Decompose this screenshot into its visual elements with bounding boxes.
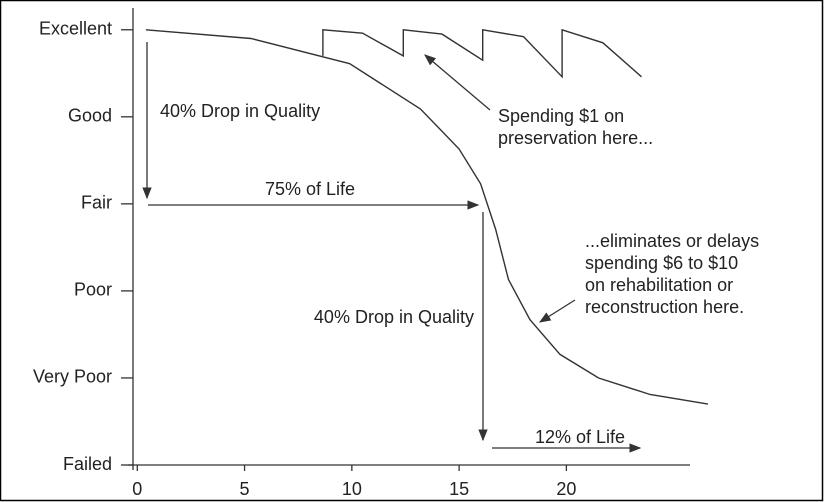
annotation: preservation here... bbox=[498, 128, 653, 148]
x-tick-label: 0 bbox=[132, 479, 142, 499]
y-tick-label: Fair bbox=[81, 193, 112, 213]
x-tick-label: 10 bbox=[342, 479, 362, 499]
annotation: 12% of Life bbox=[535, 427, 625, 447]
arrows bbox=[142, 42, 642, 453]
annotation: 75% of Life bbox=[265, 179, 355, 199]
y-tick-label: Very Poor bbox=[33, 367, 112, 387]
y-tick-label: Poor bbox=[74, 280, 112, 300]
x-tick-label: 15 bbox=[449, 479, 469, 499]
y-tick-label: Failed bbox=[63, 454, 112, 474]
curve bbox=[322, 28, 642, 79]
curve bbox=[145, 29, 709, 405]
annotation: 40% Drop in Quality bbox=[160, 101, 320, 121]
x-tick-label: 5 bbox=[240, 479, 250, 499]
annotation: 40% Drop in Quality bbox=[314, 307, 474, 327]
annotation: ...eliminates or delays bbox=[585, 231, 759, 251]
x-tick-label: 20 bbox=[556, 479, 576, 499]
annotation: Spending $1 on bbox=[498, 106, 624, 126]
annotation: spending $6 to $10 bbox=[585, 253, 738, 273]
y-tick-label: Excellent bbox=[39, 19, 112, 39]
annotation: reconstruction here. bbox=[585, 297, 744, 317]
annotation: on rehabilitation or bbox=[585, 275, 733, 295]
y-tick-label: Good bbox=[68, 106, 112, 126]
